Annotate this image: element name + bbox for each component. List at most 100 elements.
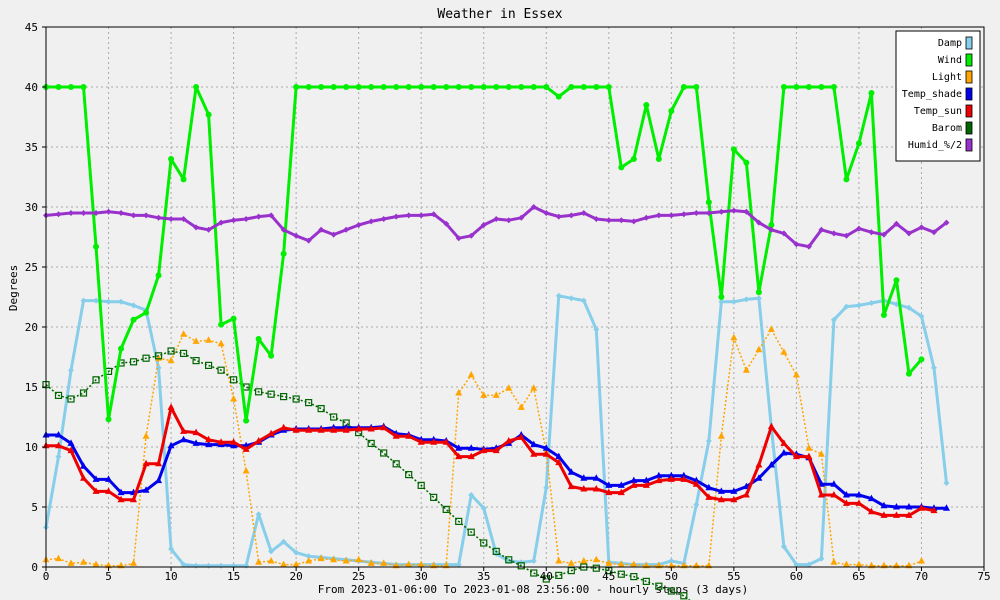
data-point-humid-2 xyxy=(155,214,162,221)
data-point-wind xyxy=(918,356,925,363)
data-point-wind xyxy=(680,84,687,90)
data-point-temp-sun xyxy=(67,446,75,454)
data-point-temp-shade xyxy=(230,441,238,449)
data-point-damp xyxy=(855,302,862,309)
data-point-light xyxy=(517,403,525,410)
data-point-damp xyxy=(555,292,562,299)
data-point-temp-sun xyxy=(280,423,288,431)
data-point-humid-2 xyxy=(243,216,250,222)
data-point-temp-shade xyxy=(180,435,188,443)
data-point-temp-sun xyxy=(930,506,938,514)
data-point-humid-2 xyxy=(555,213,562,220)
data-point-light xyxy=(755,345,763,353)
data-point-light xyxy=(367,559,375,566)
data-point-humid-2 xyxy=(193,224,200,231)
data-point-humid-2 xyxy=(443,220,450,227)
y-tick-label: 45 xyxy=(25,21,38,34)
data-point-temp-sun xyxy=(105,487,113,494)
data-point-humid-2 xyxy=(393,213,400,220)
data-point-damp xyxy=(180,561,187,568)
data-point-barom xyxy=(630,572,638,581)
data-point-temp-sun xyxy=(905,511,913,518)
data-point-temp-sun xyxy=(805,452,813,460)
y-tick-label: 5 xyxy=(31,501,38,514)
data-point-humid-2 xyxy=(493,216,500,222)
data-point-temp-sun xyxy=(467,452,475,460)
data-point-humid-2 xyxy=(705,210,712,216)
data-point-wind xyxy=(630,156,637,162)
data-point-temp-sun xyxy=(530,450,538,457)
data-point-wind xyxy=(593,84,600,90)
data-point-damp xyxy=(455,561,462,568)
data-point-humid-2 xyxy=(68,210,75,216)
data-point-temp-sun xyxy=(555,458,563,466)
data-point-barom xyxy=(492,547,500,556)
data-point-humid-2 xyxy=(893,220,900,227)
data-point-temp-shade xyxy=(580,474,588,481)
data-point-wind xyxy=(355,84,362,90)
data-point-temp-shade xyxy=(605,481,613,488)
data-point-barom xyxy=(567,566,575,575)
data-point-temp-sun xyxy=(155,459,163,467)
data-point-damp xyxy=(793,561,800,568)
data-point-humid-2 xyxy=(655,212,662,219)
data-point-wind xyxy=(693,84,700,90)
data-point-humid-2 xyxy=(105,208,112,215)
data-point-wind xyxy=(643,102,650,108)
data-point-temp-sun xyxy=(355,425,363,432)
x-axis-label: From 2023-01-06:00 To 2023-01-08 23:56:0… xyxy=(318,583,748,596)
data-point-humid-2 xyxy=(930,229,937,236)
data-point-damp xyxy=(730,298,737,305)
data-point-light xyxy=(217,339,225,347)
data-point-wind xyxy=(380,84,387,90)
data-point-light xyxy=(555,557,563,564)
data-point-humid-2 xyxy=(943,219,950,226)
data-point-damp xyxy=(843,303,850,310)
data-point-damp xyxy=(943,480,950,486)
data-point-temp-sun xyxy=(142,459,150,467)
data-point-damp xyxy=(130,302,137,309)
data-point-humid-2 xyxy=(118,210,125,216)
data-point-barom xyxy=(79,389,88,397)
data-point-light xyxy=(505,384,513,391)
x-tick-label: 55 xyxy=(727,570,740,583)
data-point-light xyxy=(780,348,788,355)
legend-swatch-wind xyxy=(965,53,973,67)
data-point-wind xyxy=(518,84,525,90)
data-point-light xyxy=(255,558,263,565)
data-point-temp-shade xyxy=(767,461,775,468)
data-point-humid-2 xyxy=(218,219,225,226)
data-point-humid-2 xyxy=(818,226,825,233)
series-temp-sun xyxy=(42,403,938,518)
data-point-light xyxy=(417,560,425,568)
data-point-humid-2 xyxy=(268,212,275,219)
data-point-barom xyxy=(655,582,663,590)
data-point-temp-sun xyxy=(380,423,388,431)
data-point-temp-shade xyxy=(55,431,63,438)
data-point-wind xyxy=(768,222,775,228)
data-point-wind xyxy=(280,250,287,257)
data-point-temp-shade xyxy=(105,475,113,482)
data-point-light xyxy=(592,555,600,563)
data-point-wind xyxy=(268,352,275,359)
x-tick-label: 35 xyxy=(477,570,490,583)
legend-swatch-temp-shade xyxy=(965,87,973,101)
legend-swatch-light xyxy=(965,70,973,84)
data-point-damp xyxy=(818,555,825,562)
x-tick-label: 20 xyxy=(290,570,303,583)
data-point-temp-sun xyxy=(505,437,513,444)
axis-ticks: 0 5 10 15 20 25 30 35 40 45 50 55 60 65 70 75 0 5 10 15 20 25… xyxy=(25,21,991,583)
data-point-humid-2 xyxy=(293,232,300,239)
data-point-damp xyxy=(480,505,487,512)
data-point-wind xyxy=(468,84,475,90)
data-point-wind xyxy=(68,84,75,90)
data-point-light xyxy=(55,554,63,562)
data-point-humid-2 xyxy=(255,213,262,220)
data-point-temp-shade xyxy=(642,476,650,484)
data-point-damp xyxy=(755,295,762,302)
data-point-temp-sun xyxy=(305,426,313,433)
data-point-humid-2 xyxy=(768,226,775,233)
data-point-light xyxy=(192,337,200,344)
data-point-damp xyxy=(668,558,675,564)
data-point-light xyxy=(792,371,800,378)
